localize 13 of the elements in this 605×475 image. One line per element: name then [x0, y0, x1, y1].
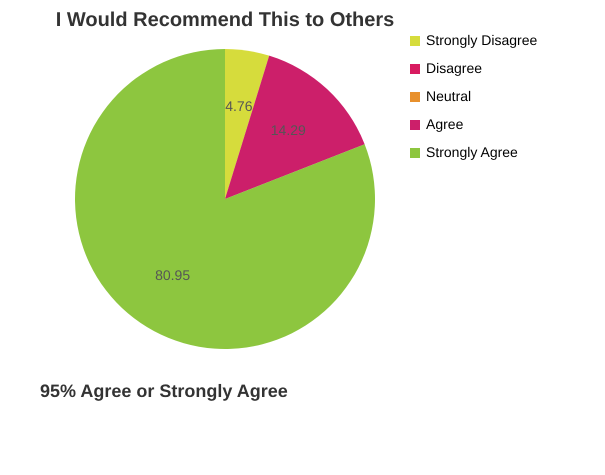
data-label: 80.95 — [155, 266, 190, 283]
data-label: 14.29 — [270, 122, 306, 138]
legend-label: Agree — [426, 116, 464, 132]
pie-slice — [75, 49, 375, 349]
data-label: 4.76 — [225, 98, 253, 114]
pie-slice — [225, 56, 365, 199]
legend-label: Disagree — [426, 60, 482, 76]
text: 95% Agree or Strongly Agree — [40, 381, 288, 401]
pie-slice — [225, 49, 270, 199]
chart-title: I Would Recommend This to Others — [56, 9, 394, 31]
legend-label: Strongly Disagree — [426, 32, 538, 48]
legend-label: Neutral — [426, 88, 472, 104]
legend-label: Strongly Agree — [426, 144, 518, 160]
